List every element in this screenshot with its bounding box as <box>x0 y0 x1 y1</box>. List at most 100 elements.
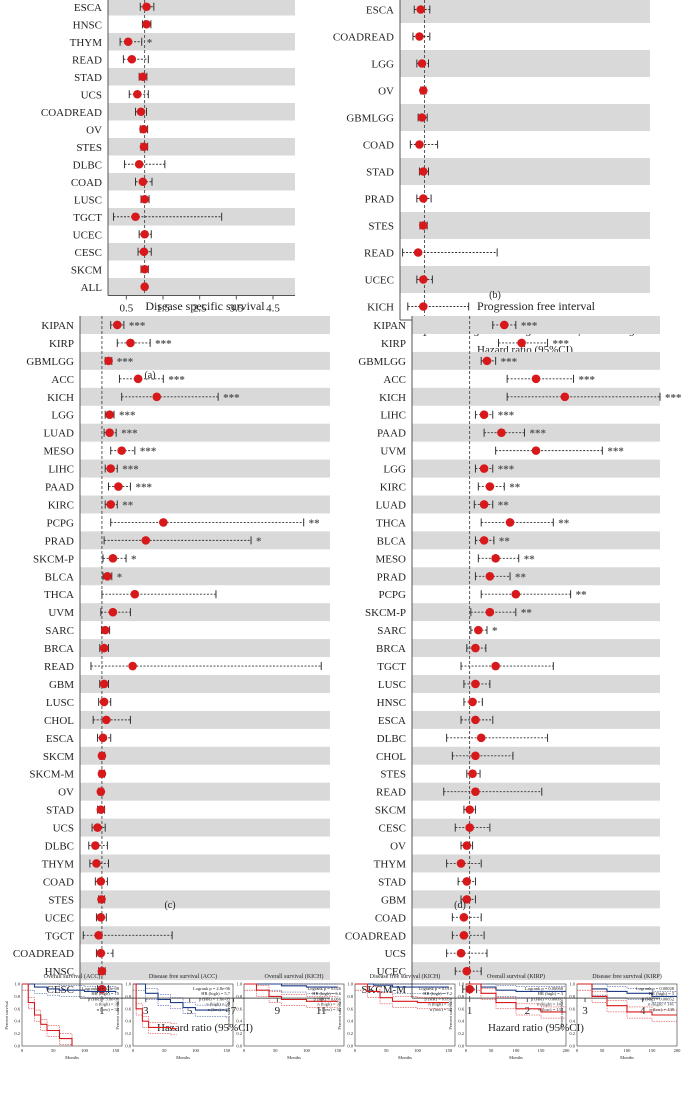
hr-point <box>419 194 428 203</box>
significance-mark: *** <box>119 410 136 422</box>
km-x-tick: 100 <box>513 1048 521 1053</box>
km-x-tick: 50 <box>489 1048 494 1053</box>
hr-point <box>97 966 107 976</box>
row-band <box>412 495 660 514</box>
row-label: UCEC <box>45 912 74 924</box>
row-label: HNSC <box>45 966 74 978</box>
hr-point <box>100 625 110 635</box>
row-label: READ <box>72 54 102 66</box>
hr-point <box>456 859 466 868</box>
hr-point <box>127 54 137 64</box>
hr-point <box>123 37 133 47</box>
km-ci-lower <box>466 989 566 1019</box>
row-label: COAD <box>375 912 406 924</box>
km-x-label: Months <box>176 1055 190 1060</box>
x-tick-label: 0.5 <box>119 303 133 315</box>
significance-mark: *** <box>521 320 538 332</box>
significance-mark: *** <box>122 464 139 476</box>
km-stat: n (high) = 31 <box>317 1002 341 1007</box>
km-stat: p (HR) = 5.8e-06 <box>88 996 120 1001</box>
row-label: READ <box>44 661 74 673</box>
km-x-tick: 150 <box>112 1048 120 1053</box>
row-band <box>412 710 660 729</box>
hr-point <box>417 59 427 68</box>
row-label: PAAD <box>45 482 74 494</box>
row-band <box>80 675 330 693</box>
hr-point <box>130 589 140 599</box>
row-label: KIPAN <box>41 320 74 332</box>
km-stat: HR (high) = 5.7 <box>201 991 231 996</box>
hr-point <box>97 751 107 761</box>
row-band <box>400 0 650 23</box>
row-band <box>412 890 660 909</box>
km-title: Disease free survival (KICH) <box>370 973 440 980</box>
km-ci-lower <box>577 989 677 1022</box>
km-x-tick: 100 <box>414 1048 422 1053</box>
hr-point <box>134 159 144 169</box>
row-label: STES <box>380 769 406 781</box>
hr-point <box>105 410 114 420</box>
hr-point <box>140 282 149 292</box>
km-stat: p (HR) = 0.066 <box>313 996 341 1001</box>
row-label: TGCT <box>45 930 74 942</box>
km-plot-2: Disease free survival (ACC) Percent survi… <box>115 973 234 1060</box>
km-x-tick: 150 <box>334 1048 342 1053</box>
hr-point <box>140 194 149 204</box>
km-x-tick: 150 <box>223 1048 231 1053</box>
significance-mark: *** <box>578 374 595 386</box>
km-y-label: Percent survival <box>226 1000 231 1030</box>
km-y-tick: 0.2 <box>236 1031 242 1036</box>
km-stat: Logrank p = 0.00068 <box>525 986 564 991</box>
row-label: ESCA <box>46 733 74 745</box>
hr-point <box>517 338 526 348</box>
row-label: KICH <box>379 392 406 404</box>
km-y-tick: 0.0 <box>347 1044 353 1049</box>
km-stat: n (high) = 38 <box>206 1002 230 1007</box>
km-y-tick: 0.0 <box>569 1044 575 1049</box>
row-label: ALL <box>81 282 103 294</box>
hr-point <box>105 428 114 437</box>
km-x-tick: 50 <box>51 1048 56 1053</box>
km-y-tick: 0.0 <box>125 1044 131 1049</box>
km-stat: Logrank p = 0.00028 <box>636 986 675 991</box>
x-tick-label: 4 <box>640 1005 646 1017</box>
km-ci-lower <box>244 989 338 1008</box>
hr-point <box>482 356 492 366</box>
km-y-label: Percent survival <box>559 1000 564 1030</box>
row-label: PCPG <box>46 517 74 529</box>
row-label: SKCM <box>71 264 102 276</box>
km-x-tick: 0 <box>132 1048 135 1053</box>
row-label: STAD <box>46 805 74 817</box>
row-label: UCEC <box>73 229 102 241</box>
significance-mark: ** <box>309 517 321 529</box>
row-band <box>400 104 650 131</box>
row-label: KIPAN <box>373 320 406 332</box>
significance-mark: ** <box>499 535 511 547</box>
km-y-tick: 0.8 <box>125 994 131 999</box>
km-x-tick: 0 <box>243 1048 246 1053</box>
x-tick-label: 3.5 <box>229 303 243 315</box>
km-stat: n (low) = 139 <box>649 1007 674 1012</box>
km-stat: n (low) = 38 <box>97 1007 120 1012</box>
km-plot-6: Disease free survival (KIRP) Percent surv… <box>559 973 681 1060</box>
hr-point <box>479 410 489 420</box>
hr-point <box>103 571 112 581</box>
significance-mark: ** <box>521 607 533 619</box>
row-label: KIRC <box>380 482 406 494</box>
km-curve <box>466 983 566 1013</box>
hr-point <box>108 607 118 617</box>
significance-mark: *** <box>501 356 518 368</box>
hr-point <box>468 697 477 707</box>
hr-point <box>560 392 570 402</box>
significance-mark: *** <box>140 446 157 458</box>
row-label: THCA <box>44 589 74 601</box>
row-label: THCA <box>376 517 406 529</box>
hr-point <box>106 500 116 509</box>
km-y-tick: 1.0 <box>14 982 20 987</box>
row-label: LUSC <box>46 697 74 709</box>
significance-mark: * <box>117 571 123 583</box>
km-ci-lower <box>133 989 227 1019</box>
row-label: GBM <box>381 894 406 906</box>
km-x-tick: 100 <box>624 1048 632 1053</box>
km-y-tick: 0.0 <box>236 1044 242 1049</box>
